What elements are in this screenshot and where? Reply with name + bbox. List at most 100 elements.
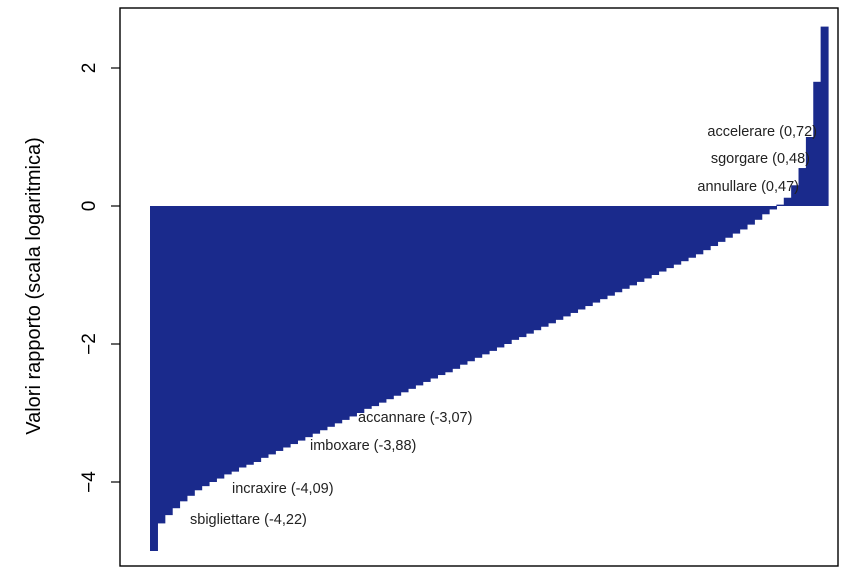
y-tick-label: −2 — [79, 333, 100, 355]
bar — [806, 137, 814, 206]
bar — [202, 206, 210, 486]
bar — [703, 206, 711, 250]
bar — [423, 206, 431, 382]
bar — [231, 206, 239, 472]
bars — [150, 27, 829, 551]
bar — [769, 206, 777, 209]
bar — [813, 82, 821, 206]
bar — [393, 206, 401, 396]
bar — [776, 205, 784, 206]
annotation-label: imboxare (-3,88) — [310, 438, 416, 454]
bar — [526, 206, 534, 334]
bar — [209, 206, 217, 482]
annotation-label: incraxire (-4,09) — [232, 481, 334, 497]
bar — [474, 206, 482, 358]
y-axis: −4 −2 0 2 — [79, 63, 120, 493]
bar — [636, 206, 644, 282]
bar — [681, 206, 689, 261]
bar — [430, 206, 438, 379]
bar — [541, 206, 549, 327]
y-tick-label: 0 — [79, 201, 100, 212]
bar — [238, 206, 246, 468]
bar — [179, 206, 187, 501]
bar — [725, 206, 733, 238]
y-tick-label: 2 — [79, 63, 100, 74]
bar — [577, 206, 585, 310]
bar — [408, 206, 416, 389]
bar — [194, 206, 202, 490]
bar — [614, 206, 622, 292]
annotation-label: annullare (0,47) — [697, 179, 799, 195]
bar — [555, 206, 563, 320]
y-axis-label: Valori rapporto (scala logaritmica) — [23, 137, 45, 435]
bar — [496, 206, 504, 347]
bar — [283, 206, 291, 448]
bar — [600, 206, 608, 299]
bar — [386, 206, 394, 399]
bar — [821, 27, 829, 206]
bar — [651, 206, 659, 275]
bar — [290, 206, 298, 444]
bar — [261, 206, 269, 458]
bar — [666, 206, 674, 268]
bar — [570, 206, 578, 313]
bar — [327, 206, 335, 427]
bar — [622, 206, 630, 289]
bar — [511, 206, 519, 340]
bar — [563, 206, 571, 316]
bar — [349, 206, 357, 416]
bar — [762, 206, 770, 214]
bar — [305, 206, 313, 437]
annotation-label: sgorgare (0,48) — [711, 151, 810, 167]
bar — [224, 206, 232, 474]
bar — [378, 206, 386, 403]
bar — [172, 206, 180, 508]
bar — [784, 198, 792, 206]
bar — [482, 206, 490, 354]
bar — [467, 206, 475, 361]
bar — [364, 206, 372, 409]
bar — [717, 206, 725, 242]
y-tick-label: −4 — [79, 471, 100, 493]
bar — [673, 206, 681, 265]
bar — [740, 206, 748, 229]
bar — [165, 206, 173, 515]
bar — [747, 206, 755, 225]
bar — [504, 206, 512, 344]
bar — [799, 168, 807, 206]
bar — [275, 206, 283, 451]
bar — [452, 206, 460, 369]
bar — [445, 206, 453, 372]
bar — [518, 206, 526, 337]
bar — [356, 206, 364, 413]
bar — [548, 206, 556, 323]
bar — [695, 206, 703, 254]
annotation-label: accelerare (0,72) — [707, 124, 817, 140]
bar — [629, 206, 637, 285]
bar — [297, 206, 305, 441]
bar — [334, 206, 342, 423]
bar — [688, 206, 696, 258]
bar — [732, 206, 740, 234]
bar — [342, 206, 350, 420]
bar — [312, 206, 320, 434]
bar — [320, 206, 328, 430]
bar — [533, 206, 541, 330]
bar — [489, 206, 497, 351]
bar — [150, 206, 158, 551]
bar — [437, 206, 445, 375]
bar — [460, 206, 468, 365]
bar — [157, 206, 165, 523]
bar — [216, 206, 224, 479]
bar — [371, 206, 379, 406]
bar — [592, 206, 600, 303]
bar — [644, 206, 652, 278]
bar — [187, 206, 195, 496]
bar — [710, 206, 718, 246]
bar — [659, 206, 667, 272]
annotation-label: accannare (-3,07) — [358, 410, 472, 426]
bar — [401, 206, 409, 392]
bar — [268, 206, 276, 454]
bar — [415, 206, 423, 385]
